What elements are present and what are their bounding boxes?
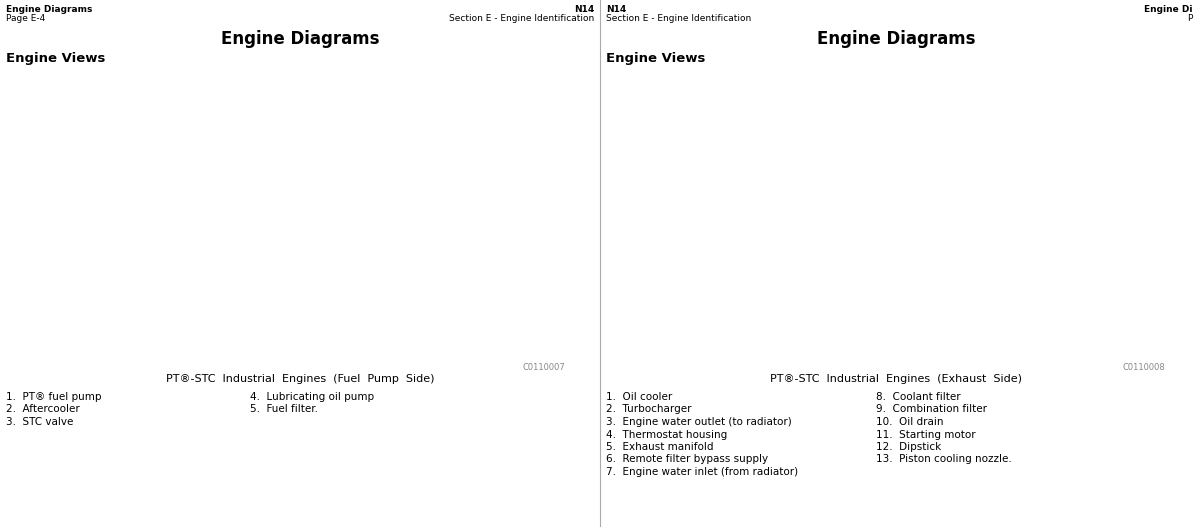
Text: 4.  Thermostat housing: 4. Thermostat housing [605, 430, 728, 440]
Text: Page E-4: Page E-4 [6, 14, 46, 23]
Text: Engine Diagrams: Engine Diagrams [6, 5, 92, 14]
Text: N14: N14 [574, 5, 594, 14]
Text: 3.  Engine water outlet (to radiator): 3. Engine water outlet (to radiator) [605, 417, 791, 427]
Text: 5.  Exhaust manifold: 5. Exhaust manifold [605, 442, 713, 452]
Text: Section E - Engine Identification: Section E - Engine Identification [448, 14, 594, 23]
Text: 4.  Lubricating oil pump: 4. Lubricating oil pump [251, 392, 374, 402]
Text: C0110008: C0110008 [1122, 363, 1165, 372]
Text: Engine Views: Engine Views [6, 52, 106, 65]
Text: 11.  Starting motor: 11. Starting motor [876, 430, 976, 440]
Text: PT®-STC  Industrial  Engines  (Exhaust  Side): PT®-STC Industrial Engines (Exhaust Side… [770, 374, 1022, 384]
Text: 1.  Oil cooler: 1. Oil cooler [605, 392, 673, 402]
Text: 8.  Coolant filter: 8. Coolant filter [876, 392, 960, 402]
Text: P: P [1188, 14, 1193, 23]
Text: 7.  Engine water inlet (from radiator): 7. Engine water inlet (from radiator) [605, 467, 799, 477]
Text: 12.  Dipstick: 12. Dipstick [876, 442, 941, 452]
Text: Section E - Engine Identification: Section E - Engine Identification [605, 14, 752, 23]
Text: 5.  Fuel filter.: 5. Fuel filter. [251, 405, 318, 415]
Text: 2.  Aftercooler: 2. Aftercooler [6, 405, 80, 415]
Text: 6.  Remote filter bypass supply: 6. Remote filter bypass supply [605, 454, 769, 464]
Text: N14: N14 [605, 5, 626, 14]
Bar [605, 65, 1193, 360]
Text: Engine Di: Engine Di [1145, 5, 1193, 14]
Text: PT®-STC  Industrial  Engines  (Fuel  Pump  Side): PT®-STC Industrial Engines (Fuel Pump Si… [165, 374, 434, 384]
Text: Engine Views: Engine Views [605, 52, 705, 65]
Bar [6, 65, 594, 360]
Text: Engine Diagrams: Engine Diagrams [221, 30, 379, 48]
Text: 1.  PT® fuel pump: 1. PT® fuel pump [6, 392, 102, 402]
Text: 3.  STC valve: 3. STC valve [6, 417, 73, 427]
Text: 9.  Combination filter: 9. Combination filter [876, 405, 987, 415]
Text: 13.  Piston cooling nozzle.: 13. Piston cooling nozzle. [876, 454, 1012, 464]
Text: Engine Diagrams: Engine Diagrams [817, 30, 975, 48]
Text: 10.  Oil drain: 10. Oil drain [876, 417, 944, 427]
Text: C0110007: C0110007 [523, 363, 565, 372]
Text: 2.  Turbocharger: 2. Turbocharger [605, 405, 692, 415]
